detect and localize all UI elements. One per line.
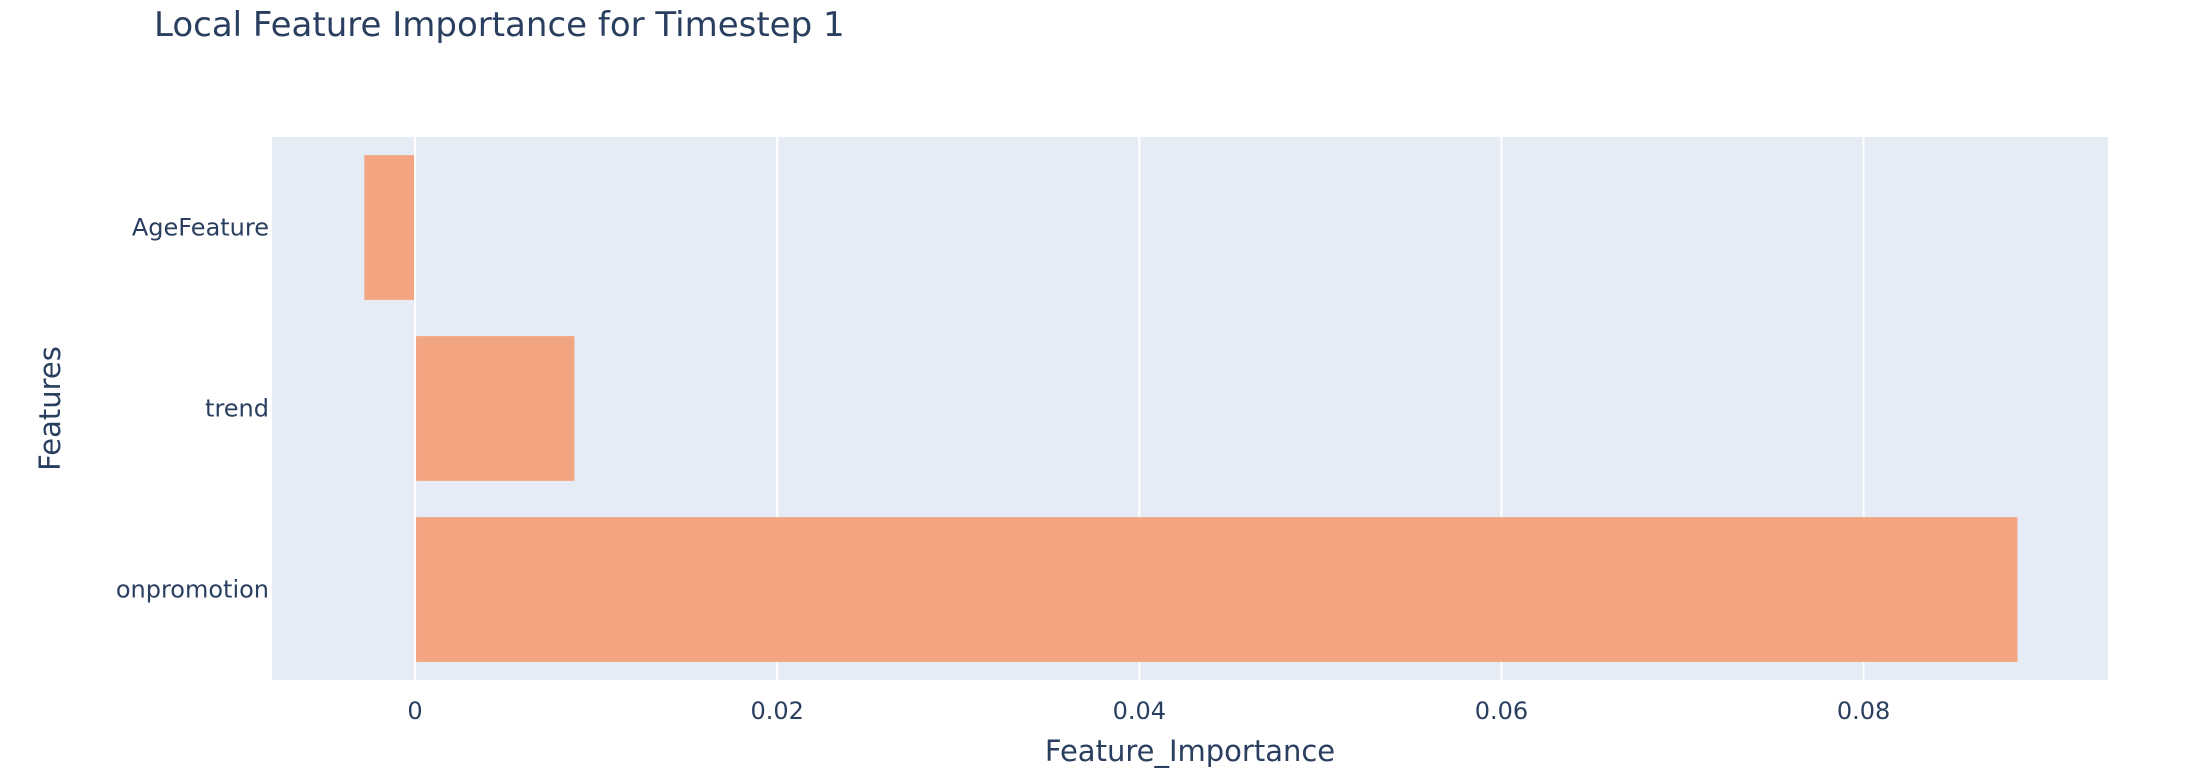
y-tick-label: AgeFeature bbox=[132, 214, 269, 242]
bar-agefeature bbox=[364, 155, 416, 300]
x-tick-label: 0.08 bbox=[1837, 697, 1890, 725]
y-tick-label: onpromotion bbox=[116, 576, 269, 604]
x-tick-label: 0.06 bbox=[1475, 697, 1528, 725]
chart-title: Local Feature Importance for Timestep 1 bbox=[154, 5, 845, 45]
bars bbox=[364, 137, 2018, 680]
y-axis-label: Features bbox=[33, 346, 67, 471]
bar-trend bbox=[415, 336, 575, 481]
y-tick-labels: AgeFeature trend onpromotion bbox=[116, 214, 269, 604]
x-tick-labels: 0 0.02 0.04 0.06 0.08 bbox=[407, 697, 1890, 725]
x-tick-label: 0 bbox=[407, 697, 422, 725]
x-tick-label: 0.02 bbox=[750, 697, 803, 725]
bar-onpromotion bbox=[415, 517, 2018, 662]
y-tick-label: trend bbox=[205, 395, 269, 423]
x-tick-label: 0.04 bbox=[1113, 697, 1166, 725]
x-axis-label: Feature_Importance bbox=[1045, 734, 1335, 768]
